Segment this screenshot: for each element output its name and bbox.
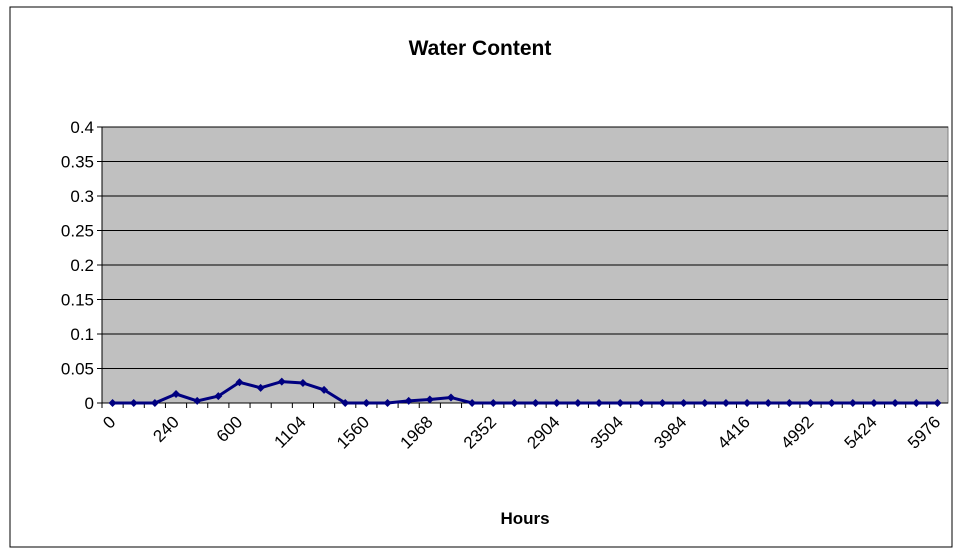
data-point [214,392,223,401]
data-line [112,380,938,405]
data-point [235,378,244,387]
data-point [637,399,646,407]
data-point [277,377,286,386]
data-point [764,399,773,407]
data-point [573,399,582,407]
y-tick-label: 0.15 [61,291,94,310]
data-point [362,399,371,407]
data-point [679,399,688,407]
y-tick-label: 0.35 [61,153,94,172]
data-point [298,378,307,387]
data-point [193,396,202,405]
data-point [743,399,752,407]
data-point [510,399,519,407]
data-point [531,399,540,407]
data-point [785,399,794,407]
y-tick-label: 0.3 [70,187,94,206]
data-point [616,399,625,407]
data-point [552,399,561,407]
data-point [806,399,815,407]
chart-title: Water Content [409,37,552,60]
data-point [129,399,138,407]
data-point [869,399,878,407]
data-point [912,399,921,407]
data-point [658,399,667,407]
x-axis-label: Hours [500,509,549,528]
data-point [848,399,857,407]
data-point [341,399,350,407]
data-point [933,399,942,407]
data-point [256,383,265,392]
data-point [891,399,900,407]
data-point [150,399,159,407]
data-point [827,399,836,407]
data-point [468,399,477,407]
y-tick-label: 0.4 [70,118,94,137]
y-tick-label: 0.2 [70,256,94,275]
data-point [446,393,455,402]
y-tick-label: 0.25 [61,222,94,241]
y-tick-label: 0.1 [70,325,94,344]
data-point [425,395,434,404]
data-point [383,399,392,407]
data-point [404,396,413,405]
data-point [108,399,117,407]
data-point [595,399,604,407]
y-tick-label: 0.05 [61,360,94,379]
y-tick-label: 0 [85,394,94,413]
data-point [172,390,181,399]
data-point [700,399,709,407]
data-point [320,385,329,394]
data-point [489,399,498,407]
data-point [721,399,730,407]
